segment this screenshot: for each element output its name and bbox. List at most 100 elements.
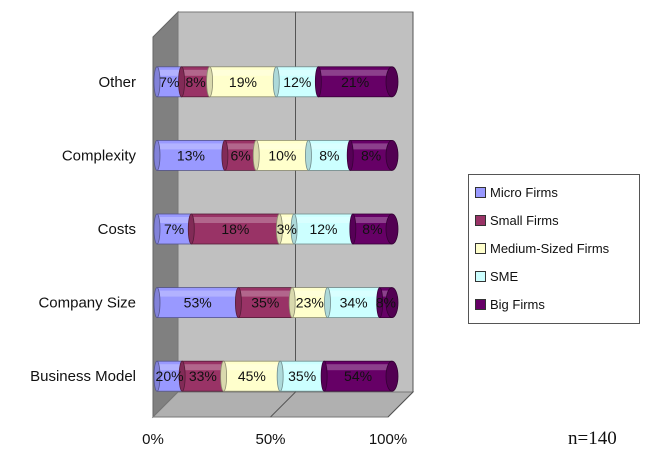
bar-segment-edge <box>305 139 312 171</box>
data-label: 3% <box>277 221 297 237</box>
bar-segment-edge <box>272 66 280 98</box>
data-label: 8% <box>185 74 205 90</box>
bar-segment-highlight <box>182 364 224 371</box>
data-label: 19% <box>229 74 257 90</box>
legend-item: Small Firms <box>475 211 559 229</box>
bar-end-cap <box>385 139 399 171</box>
bar-segment-highlight <box>350 143 392 150</box>
bar-segment-edge <box>178 360 186 392</box>
legend-swatch <box>475 186 486 198</box>
bar-segment-edge <box>376 287 384 319</box>
data-label: 45% <box>238 368 266 384</box>
bar-segment-edge <box>153 139 161 171</box>
bar-segment <box>279 360 325 392</box>
data-label: 53% <box>184 295 212 311</box>
bar-segment-edge <box>206 66 214 98</box>
bar-segment-highlight <box>191 217 280 223</box>
data-label: 18% <box>221 221 249 237</box>
bar-end-cap <box>385 360 399 392</box>
data-label: 21% <box>341 74 369 90</box>
bar-segment-highlight <box>157 69 182 76</box>
data-label: 12% <box>309 221 337 237</box>
category-label: Other <box>98 74 136 91</box>
data-label: 10% <box>268 147 296 163</box>
bar-segment <box>181 66 211 98</box>
chart-legend: Micro Firms Small Firms Medium-Sized Firms… <box>468 174 640 324</box>
sample-size-note: n=140 <box>568 428 617 449</box>
bar-segment-edge <box>349 213 357 245</box>
bar-segment-highlight <box>157 217 192 223</box>
gridline <box>387 391 414 418</box>
data-label: 8% <box>319 147 339 163</box>
bar-segment-edge <box>290 213 298 245</box>
bar-segment-highlight <box>280 364 325 371</box>
data-label: 7% <box>164 221 184 237</box>
bar-segment <box>255 139 309 171</box>
bar-end-cap <box>385 213 399 245</box>
bar-segment-edge <box>187 213 195 245</box>
data-label: 34% <box>340 295 368 311</box>
data-label: 23% <box>296 295 324 311</box>
legend-item: Big Firms <box>475 295 545 313</box>
data-label: 13% <box>177 147 205 163</box>
x-tick-label: 50% <box>255 431 285 448</box>
category-label: Complexity <box>62 147 137 164</box>
bar-segment-highlight <box>157 364 183 371</box>
legend-label: Big Firms <box>490 296 545 312</box>
bar-segment-edge <box>320 360 328 392</box>
bar-segment-edge <box>314 66 322 98</box>
data-label: 35% <box>288 368 316 384</box>
bar-segment <box>224 139 257 171</box>
bar-segment-highlight <box>276 69 319 76</box>
data-label: 12% <box>283 74 311 90</box>
legend-item: Micro Firms <box>475 183 558 201</box>
legend-swatch <box>475 298 486 310</box>
bar-segment-edge <box>153 287 161 319</box>
bar-segment <box>352 213 393 245</box>
data-label: 8% <box>361 147 381 163</box>
bar-segment <box>156 213 192 245</box>
legend-label: Medium-Sized Firms <box>490 240 610 256</box>
bar-segment-highlight <box>256 143 309 150</box>
bar-segment-edge <box>153 66 161 98</box>
bar-segment <box>156 287 239 319</box>
bar-segment <box>156 360 183 392</box>
bar-segment <box>156 66 182 98</box>
bar-segment-highlight <box>324 364 392 371</box>
legend-swatch <box>475 214 486 226</box>
data-label: 33% <box>189 368 217 384</box>
bar-segment-highlight <box>157 290 239 297</box>
bar-segment-edge <box>153 360 161 392</box>
data-label: 35% <box>251 295 279 311</box>
bar-segment <box>291 287 328 319</box>
gridline <box>270 391 296 418</box>
category-label: Company Size <box>38 295 136 312</box>
data-label: 20% <box>156 368 184 384</box>
bar-segment-edge <box>235 287 242 319</box>
bar-end-cap <box>385 287 399 319</box>
bar-segment-highlight <box>157 143 225 150</box>
legend-item: Medium-Sized Firms <box>475 239 609 257</box>
bar-segment-highlight <box>181 69 210 76</box>
legend-swatch <box>475 242 486 254</box>
data-label: 8% <box>376 295 396 311</box>
bar-segment-highlight <box>379 290 392 297</box>
legend-label: Small Firms <box>490 212 559 228</box>
data-label: 8% <box>362 221 382 237</box>
legend-label: SME <box>490 268 519 284</box>
x-tick-label: 100% <box>369 431 407 448</box>
bar-segment-edge <box>276 360 284 392</box>
bar-segment-edge <box>221 139 229 171</box>
category-label: Business Model <box>30 368 136 385</box>
bar-segment-highlight <box>224 143 257 150</box>
legend-label: Micro Firms <box>490 184 558 200</box>
bar-segment-highlight <box>352 217 392 223</box>
bar-segment-highlight <box>308 143 351 150</box>
bar-end-cap <box>385 66 399 98</box>
bar-segment-edge <box>346 139 354 171</box>
bar-segment-highlight <box>209 69 277 76</box>
legend-item: SME <box>475 267 518 285</box>
bar-segment-edge <box>252 139 260 171</box>
bar-segment <box>223 360 281 392</box>
